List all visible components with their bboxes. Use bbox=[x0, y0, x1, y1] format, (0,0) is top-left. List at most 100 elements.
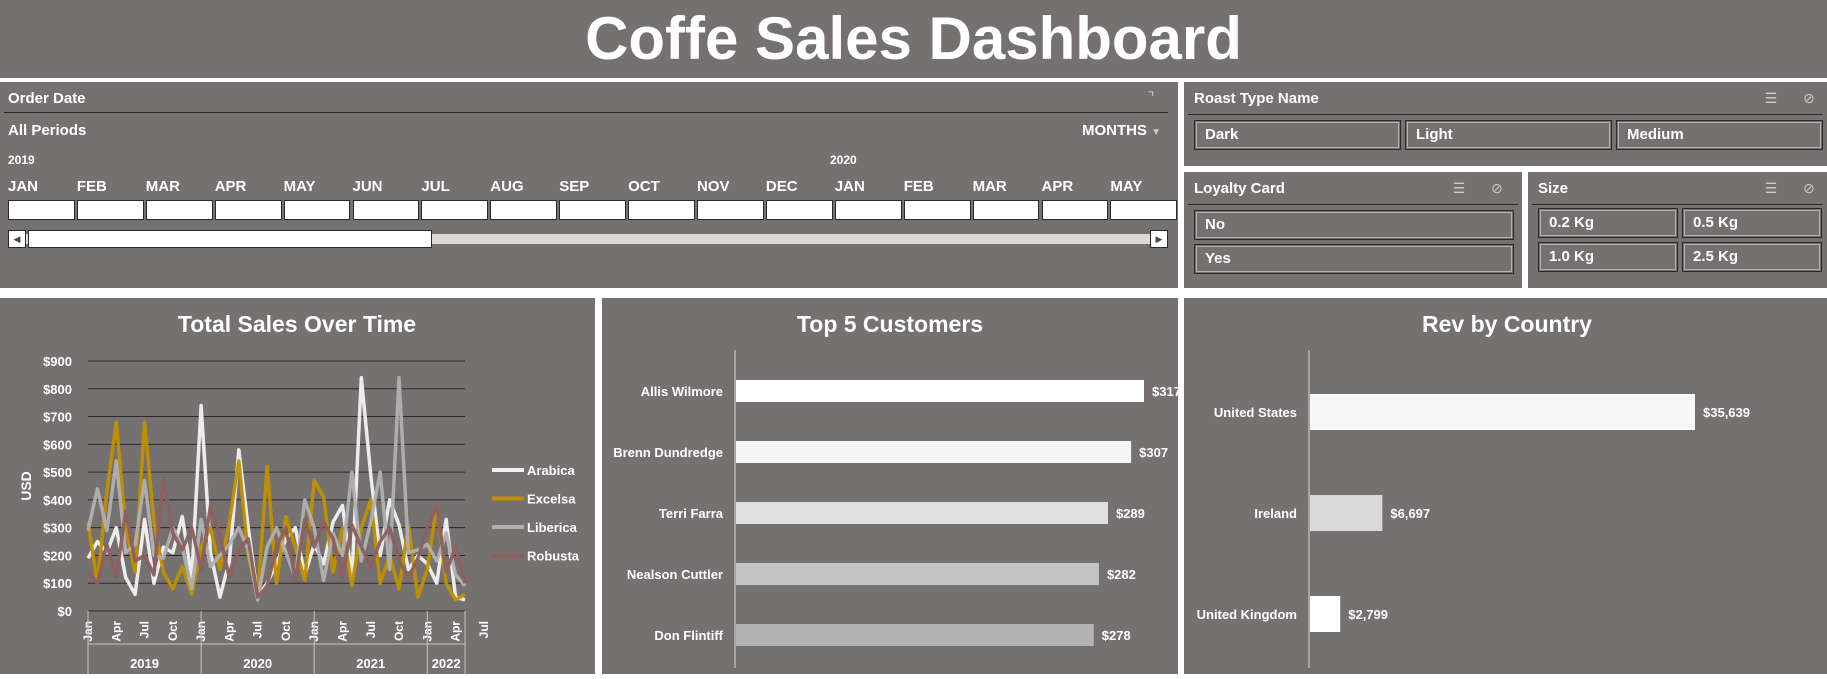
x-tick-label: Apr bbox=[109, 621, 123, 642]
top-customers-panel: Top 5 Customers Allis Wilmore $317 Brenn Du… bbox=[602, 298, 1181, 674]
slicer-item-0-5kg[interactable]: 0.5 Kg bbox=[1682, 208, 1822, 238]
slicer-item-2-5kg[interactable]: 2.5 Kg bbox=[1682, 242, 1822, 272]
timeline-month-label: APR bbox=[214, 178, 247, 195]
timeline-month-label: NOV bbox=[697, 178, 730, 195]
timeline-month-cell[interactable] bbox=[8, 200, 75, 220]
rev-by-country-panel: Rev by Country United States $35,639 Irelan… bbox=[1184, 298, 1827, 674]
timeline-month-label: FEB bbox=[903, 178, 934, 195]
timeline-month-cell[interactable] bbox=[283, 200, 351, 220]
x-year-label: 2020 bbox=[243, 656, 272, 671]
category-label: United Kingdom bbox=[1197, 607, 1297, 622]
timeline-divider bbox=[4, 112, 1168, 113]
timeline-month-cell[interactable] bbox=[214, 200, 282, 220]
slicer-item-yes[interactable]: Yes bbox=[1194, 244, 1514, 274]
order-date-timeline[interactable]: Order Date ⌝ All Periods MONTHS ▼ 2019 2… bbox=[0, 82, 1178, 288]
clear-filter-icon[interactable]: ⊘ bbox=[1491, 180, 1503, 196]
data-label: $317 bbox=[1152, 384, 1178, 399]
size-slicer: Size ☰ ⊘ 0.2 Kg 0.5 Kg 1.0 Kg 2.5 Kg bbox=[1528, 172, 1827, 288]
title-panel: Coffe Sales Dashboard bbox=[0, 0, 1827, 78]
series-line-liberica bbox=[86, 375, 467, 602]
timeline-month-cell[interactable] bbox=[765, 200, 833, 220]
slicer-title-roast: Roast Type Name bbox=[1194, 90, 1319, 107]
timeline-month-cell[interactable] bbox=[421, 200, 489, 220]
slicer-item-0-2kg[interactable]: 0.2 Kg bbox=[1538, 208, 1678, 238]
slicer-title-loyalty: Loyalty Card bbox=[1194, 180, 1285, 197]
x-tick-label: Apr bbox=[335, 621, 349, 642]
timeline-month-cell[interactable] bbox=[628, 200, 695, 220]
bar bbox=[736, 624, 1094, 646]
x-year-label: 2021 bbox=[356, 656, 385, 671]
timeline-month-cell[interactable] bbox=[834, 200, 902, 220]
timeline-month-cell[interactable] bbox=[145, 200, 213, 220]
y-tick-label: $800 bbox=[43, 382, 72, 397]
timeline-title: Order Date bbox=[8, 90, 86, 107]
chart-title: Top 5 Customers bbox=[797, 311, 983, 337]
legend-label: Excelsa bbox=[527, 492, 576, 507]
timeline-month-label: MAY bbox=[283, 178, 316, 195]
data-label: $35,639 bbox=[1703, 405, 1750, 420]
timeline-month-cell[interactable] bbox=[76, 200, 144, 220]
slicer-item-medium[interactable]: Medium bbox=[1616, 120, 1823, 150]
bar bbox=[736, 563, 1099, 585]
x-tick-label: Apr bbox=[222, 621, 236, 642]
scroll-right-icon[interactable]: ▶ bbox=[1150, 230, 1168, 248]
top-customers-chart: Top 5 Customers Allis Wilmore $317 Brenn Du… bbox=[613, 311, 1181, 668]
slicer-item-dark[interactable]: Dark bbox=[1194, 120, 1401, 150]
timeline-period-label: All Periods bbox=[8, 122, 87, 139]
multi-select-icon[interactable]: ☰ bbox=[1764, 180, 1778, 196]
category-label: Brenn Dundredge bbox=[613, 445, 723, 460]
scrollbar-thumb[interactable] bbox=[28, 230, 432, 248]
multi-select-icon[interactable]: ☰ bbox=[1452, 180, 1466, 196]
timeline-scrollbar[interactable]: ◀ ▶ bbox=[8, 230, 1168, 248]
data-label: $2,799 bbox=[1348, 607, 1388, 622]
timeline-level-select[interactable]: MONTHS ▼ bbox=[1082, 122, 1161, 139]
timeline-month-cell[interactable] bbox=[490, 200, 558, 220]
y-tick-label: $600 bbox=[43, 437, 72, 452]
category-label: Nealson Cuttler bbox=[627, 567, 723, 582]
loyalty-card-slicer: Loyalty Card ☰ ⊘ No Yes bbox=[1184, 172, 1522, 288]
timeline-month-label: SEP bbox=[559, 178, 590, 195]
timeline-month-cell[interactable] bbox=[559, 200, 627, 220]
timeline-month-label: OCT bbox=[628, 178, 660, 195]
slicer-divider bbox=[1188, 114, 1823, 115]
timeline-month-cell[interactable] bbox=[352, 200, 420, 220]
clear-filter-icon[interactable]: ⌝ bbox=[1147, 89, 1155, 105]
clear-filter-icon[interactable]: ⊘ bbox=[1803, 90, 1815, 106]
legend-label: Arabica bbox=[527, 463, 575, 478]
sales-line-chart: Total Sales Over Time $0 $100 $200 $300 $400 $… bbox=[18, 311, 580, 674]
timeline-month-cell[interactable] bbox=[1110, 200, 1178, 220]
series-line-excelsa bbox=[86, 420, 466, 602]
data-label: $289 bbox=[1116, 506, 1145, 521]
y-tick-label: $900 bbox=[43, 354, 72, 369]
data-label: $307 bbox=[1139, 445, 1168, 460]
y-tick-label: $400 bbox=[43, 493, 72, 508]
legend-label: Robusta bbox=[527, 549, 580, 564]
x-tick-label: Oct bbox=[392, 621, 406, 641]
rev-by-country-chart: Rev by Country United States $35,639 Irelan… bbox=[1197, 311, 1750, 668]
timeline-month-cell[interactable] bbox=[697, 200, 764, 220]
category-label: Terri Farra bbox=[659, 506, 724, 521]
timeline-month-cell[interactable] bbox=[903, 200, 971, 220]
category-label: Ireland bbox=[1254, 506, 1297, 521]
timeline-month-label: DEC bbox=[765, 178, 798, 195]
timeline-month-label: MAR bbox=[145, 178, 180, 195]
scrollbar-track[interactable] bbox=[26, 234, 1150, 244]
timeline-month-cell[interactable] bbox=[972, 200, 1040, 220]
sales-over-time-panel: Total Sales Over Time $0 $100 $200 $300 $400 $… bbox=[0, 298, 595, 674]
data-label: $282 bbox=[1107, 567, 1136, 582]
x-tick-label: Jul bbox=[364, 621, 378, 638]
scroll-left-icon[interactable]: ◀ bbox=[8, 230, 26, 248]
multi-select-icon[interactable]: ☰ bbox=[1764, 90, 1778, 106]
slicer-item-no[interactable]: No bbox=[1194, 210, 1514, 240]
timeline-month-label: JAN bbox=[8, 178, 39, 195]
slicer-title-size: Size bbox=[1538, 180, 1569, 197]
timeline-month-label: JUN bbox=[352, 178, 383, 195]
timeline-level-value: MONTHS bbox=[1082, 122, 1147, 139]
slicer-divider bbox=[1532, 204, 1823, 205]
slicer-item-1-0kg[interactable]: 1.0 Kg bbox=[1538, 242, 1678, 272]
timeline-month-cell[interactable] bbox=[1041, 200, 1109, 220]
slicer-divider bbox=[1188, 204, 1518, 205]
clear-filter-icon[interactable]: ⊘ bbox=[1803, 180, 1815, 196]
bar bbox=[1310, 495, 1383, 531]
slicer-item-light[interactable]: Light bbox=[1405, 120, 1612, 150]
